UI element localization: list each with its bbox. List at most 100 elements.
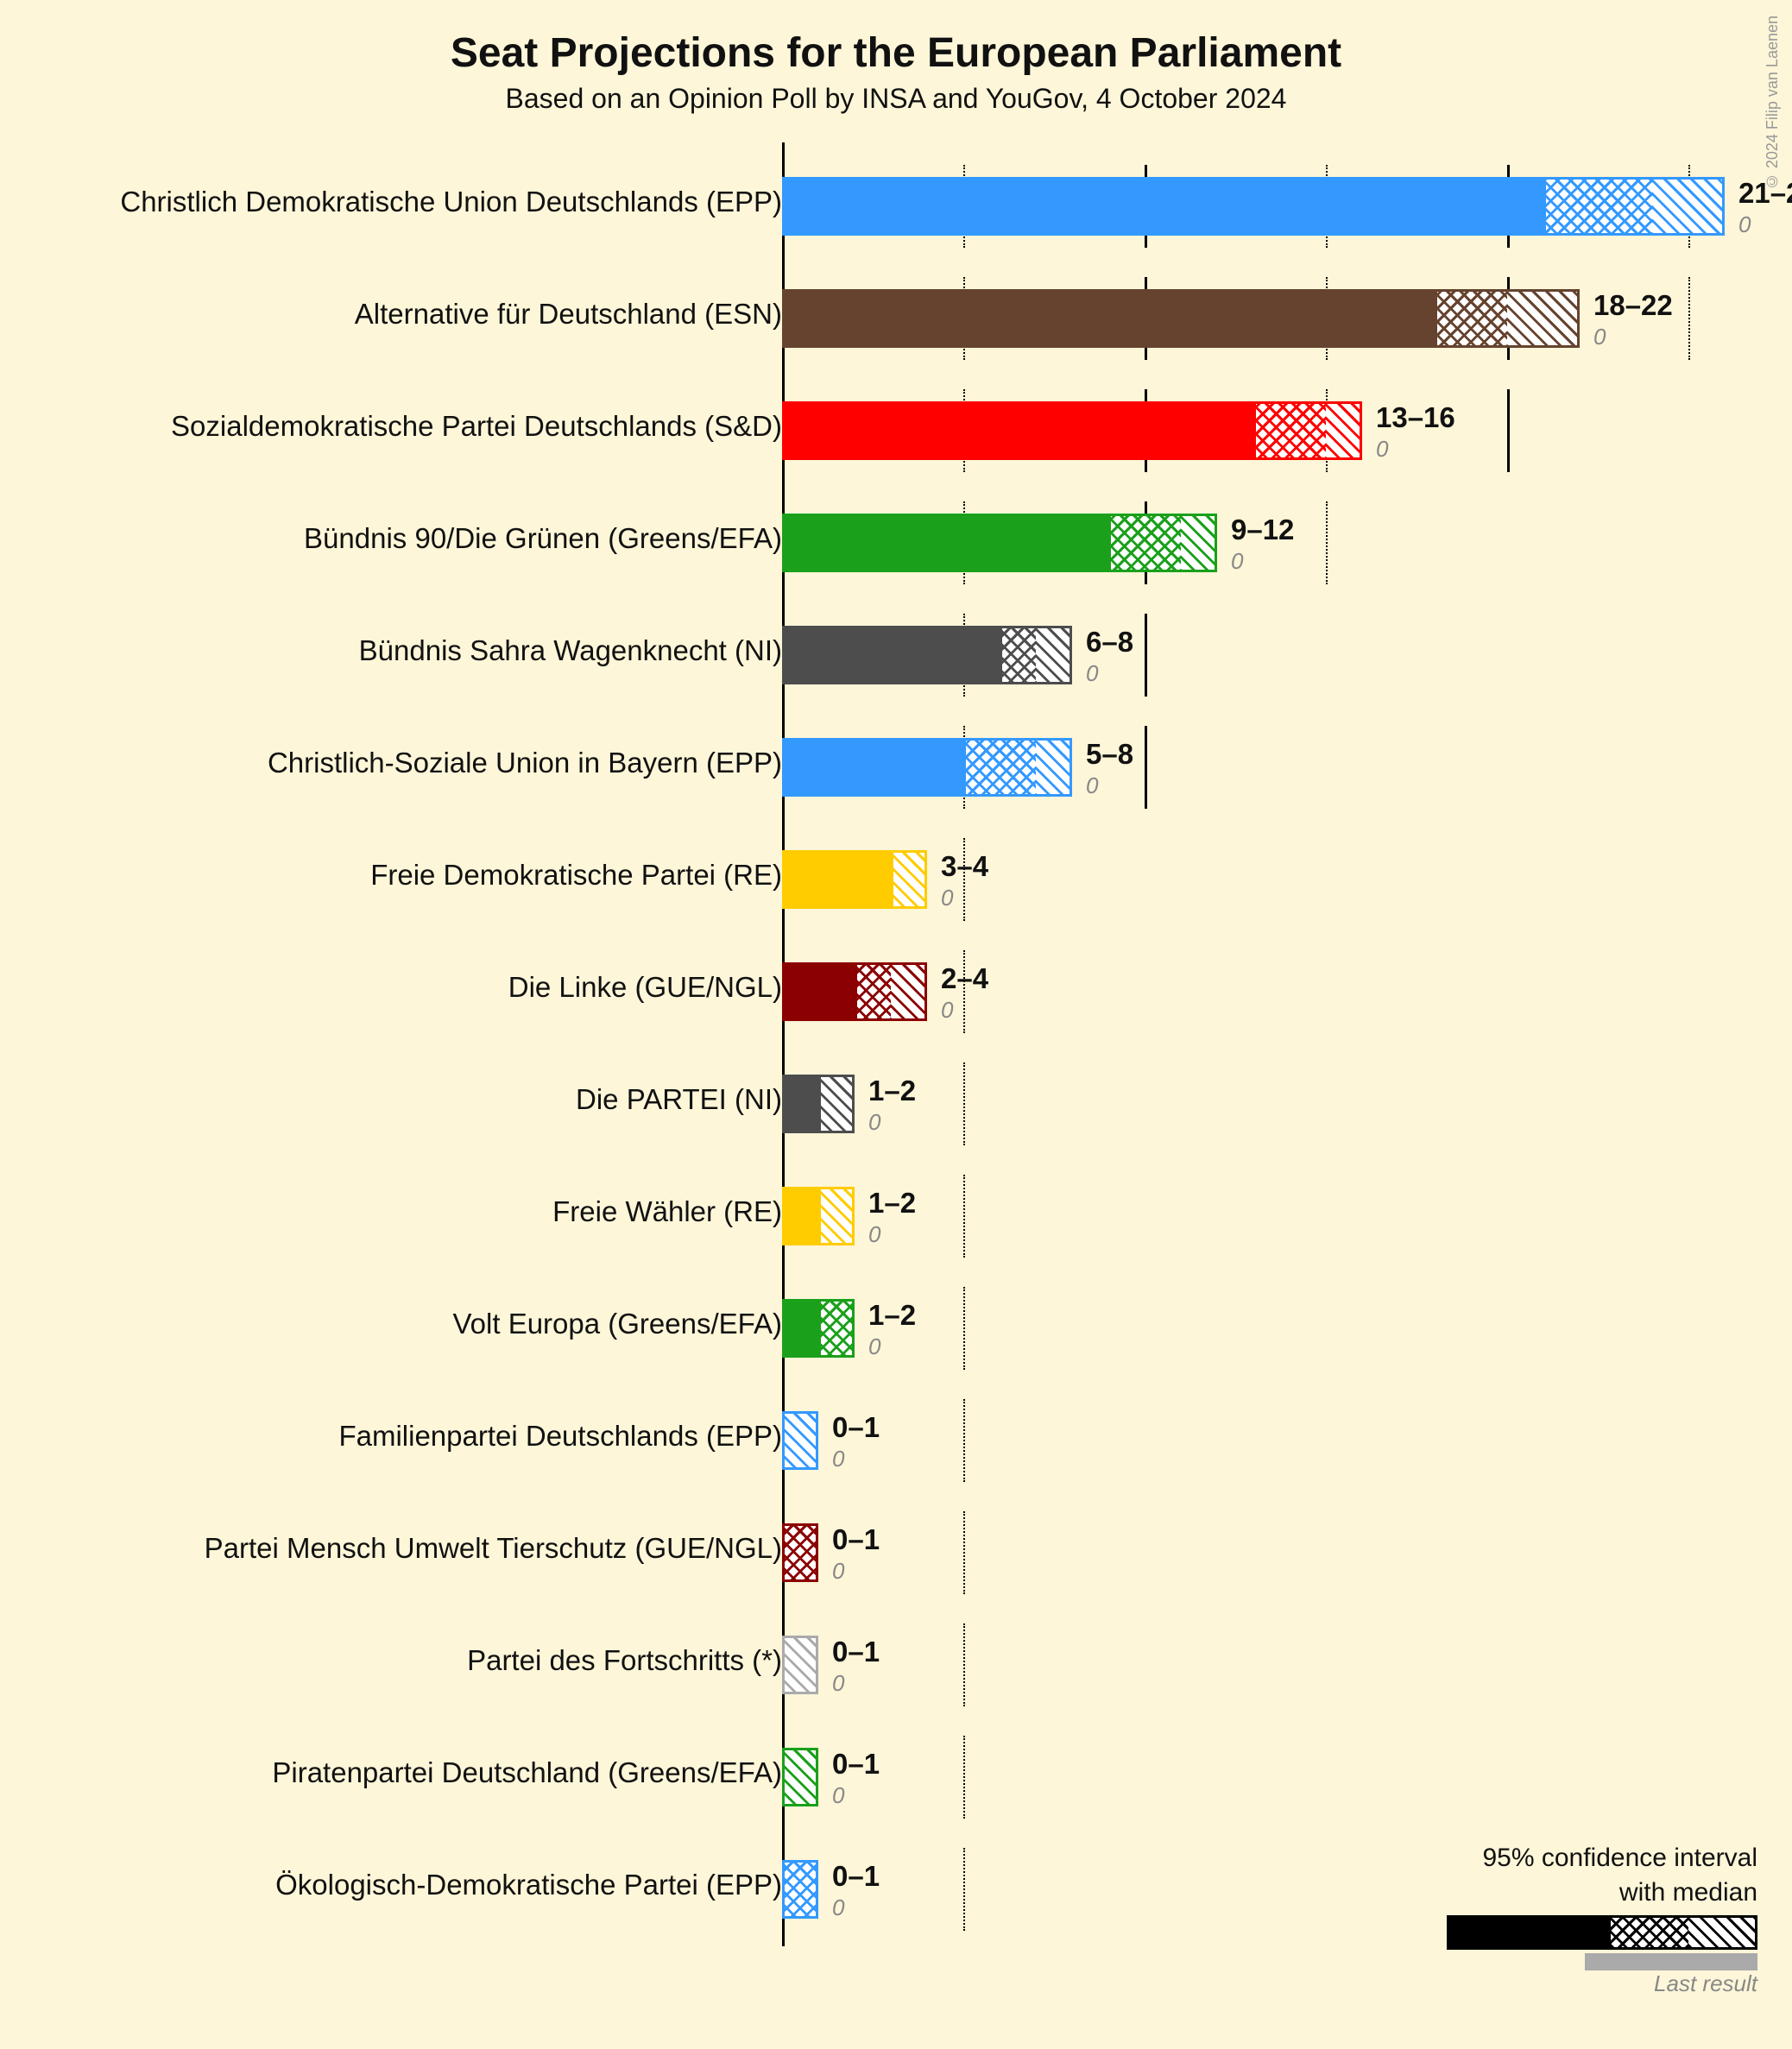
bar-segment <box>782 738 963 797</box>
party-row: Alternative für Deutschland (ESN) 18–220 <box>0 263 1792 375</box>
party-label: Die Linke (GUE/NGL) <box>508 971 782 1004</box>
seat-range-label: 18–22 <box>1593 289 1673 322</box>
party-row: Die PARTEI (NI)1–20 <box>0 1049 1792 1161</box>
last-result-label: 0 <box>1086 660 1098 687</box>
legend-seg-crosshatch <box>1611 1915 1688 1950</box>
party-row: Piratenpartei Deutschland (Greens/EFA) 0–… <box>0 1722 1792 1834</box>
last-result-label: 0 <box>1231 548 1243 575</box>
seat-range-label: 0–1 <box>832 1523 880 1556</box>
last-result-label: 0 <box>832 1895 844 1921</box>
bar-segment <box>782 850 891 909</box>
bar-segment <box>782 1860 818 1919</box>
party-label: Bündnis Sahra Wagenknecht (NI) <box>359 634 782 667</box>
bar-segment <box>891 850 927 909</box>
legend-line-1: 95% confidence interval <box>1447 1843 1757 1874</box>
party-row: Christlich Demokratische Union Deutschla… <box>0 151 1792 263</box>
seat-range-label: 6–8 <box>1086 626 1133 659</box>
last-result-label: 0 <box>1738 211 1751 238</box>
last-result-label: 0 <box>1376 436 1388 463</box>
party-row: Partei Mensch Umwelt Tierschutz (GUE/NGL… <box>0 1497 1792 1610</box>
bar-segment <box>855 962 927 1021</box>
party-row: Partei des Fortschritts (*) 0–10 <box>0 1610 1792 1722</box>
seat-range-label: 5–8 <box>1086 738 1133 771</box>
bar-segment <box>782 962 855 1021</box>
chart-subtitle: Based on an Opinion Poll by INSA and You… <box>0 83 1792 115</box>
seat-range-label: 1–2 <box>868 1299 916 1332</box>
bar-segment <box>782 177 1543 236</box>
last-result-label: 0 <box>832 1558 844 1585</box>
last-result-label: 0 <box>868 1221 880 1248</box>
seat-range-label: 13–16 <box>1376 401 1455 434</box>
seat-range-label: 0–1 <box>832 1748 880 1781</box>
legend-seg-solid <box>1447 1915 1611 1950</box>
last-result-label: 0 <box>1593 324 1606 350</box>
seat-range-label: 9–12 <box>1231 514 1294 546</box>
bar-segment <box>818 1299 855 1358</box>
bar-segment <box>782 626 1000 684</box>
bar-segment <box>782 1411 818 1470</box>
legend-sample-bar <box>1447 1915 1757 1950</box>
party-row: Freie Demokratische Partei (RE)3–40 <box>0 824 1792 936</box>
party-label: Partei des Fortschritts (*) <box>467 1644 782 1677</box>
page: © 2024 Filip van Laenen Seat Projections… <box>0 0 1792 2049</box>
party-label: Alternative für Deutschland (ESN) <box>355 298 782 331</box>
seat-range-label: 2–4 <box>941 962 988 995</box>
party-row: Christlich-Soziale Union in Bayern (EPP)… <box>0 712 1792 824</box>
bar-segment <box>1435 289 1580 348</box>
bar-segment <box>963 738 1072 797</box>
party-row: Die Linke (GUE/NGL) 2–40 <box>0 936 1792 1049</box>
bar-segment <box>1108 514 1217 572</box>
legend-seg-diag <box>1688 1915 1757 1950</box>
bar-segment <box>782 401 1253 460</box>
party-label: Piratenpartei Deutschland (Greens/EFA) <box>272 1756 782 1789</box>
seat-projection-chart: Christlich Demokratische Union Deutschla… <box>0 142 1792 1946</box>
party-label: Christlich-Soziale Union in Bayern (EPP) <box>268 747 782 779</box>
party-label: Freie Wähler (RE) <box>552 1195 782 1228</box>
party-row: Freie Wähler (RE) 1–20 <box>0 1161 1792 1273</box>
last-result-label: 0 <box>868 1333 880 1360</box>
seat-range-label: 21–26 <box>1738 177 1792 210</box>
bar-segment <box>782 1299 818 1358</box>
seat-range-label: 0–1 <box>832 1860 880 1893</box>
party-label: Sozialdemokratische Partei Deutschlands … <box>171 410 782 443</box>
legend-last-bar <box>1585 1953 1757 1970</box>
last-result-label: 0 <box>941 997 953 1024</box>
bar-segment <box>818 1075 855 1133</box>
party-row: Sozialdemokratische Partei Deutschlands … <box>0 375 1792 488</box>
party-label: Familienpartei Deutschlands (EPP) <box>338 1420 782 1453</box>
bar-segment <box>1000 626 1072 684</box>
bar-segment <box>782 1636 818 1694</box>
chart-title: Seat Projections for the European Parlia… <box>0 29 1792 77</box>
legend-last-result: Last result <box>1447 1953 1757 1997</box>
party-row: Familienpartei Deutschlands (EPP) 0–10 <box>0 1385 1792 1497</box>
legend-last-text: Last result <box>1447 1970 1757 1997</box>
last-result-label: 0 <box>1086 772 1098 799</box>
bar-segment <box>1253 401 1362 460</box>
seat-range-label: 3–4 <box>941 850 988 883</box>
last-result-label: 0 <box>941 885 953 911</box>
legend: 95% confidence interval with median Last… <box>1447 1843 1757 1997</box>
party-label: Bündnis 90/Die Grünen (Greens/EFA) <box>304 522 782 555</box>
bar-segment <box>1543 177 1725 236</box>
last-result-label: 0 <box>832 1446 844 1472</box>
party-label: Volt Europa (Greens/EFA) <box>452 1308 782 1340</box>
last-result-label: 0 <box>868 1109 880 1136</box>
seat-range-label: 1–2 <box>868 1187 916 1220</box>
bar-segment <box>782 289 1435 348</box>
party-label: Christlich Demokratische Union Deutschla… <box>120 186 782 218</box>
party-row: Bündnis Sahra Wagenknecht (NI) 6–80 <box>0 600 1792 712</box>
seat-range-label: 0–1 <box>832 1636 880 1668</box>
seat-range-label: 0–1 <box>832 1411 880 1444</box>
bar-segment <box>782 1187 818 1245</box>
party-label: Ökologisch-Demokratische Partei (EPP) <box>275 1869 782 1901</box>
bar-segment <box>782 1748 818 1806</box>
bar-segment <box>782 1075 818 1133</box>
bar-segment <box>818 1187 855 1245</box>
party-label: Partei Mensch Umwelt Tierschutz (GUE/NGL… <box>205 1532 782 1565</box>
last-result-label: 0 <box>832 1782 844 1809</box>
last-result-label: 0 <box>832 1670 844 1697</box>
seat-range-label: 1–2 <box>868 1075 916 1107</box>
legend-line-2: with median <box>1447 1877 1757 1908</box>
party-row: Bündnis 90/Die Grünen (Greens/EFA) 9–120 <box>0 488 1792 600</box>
bar-segment <box>782 514 1108 572</box>
